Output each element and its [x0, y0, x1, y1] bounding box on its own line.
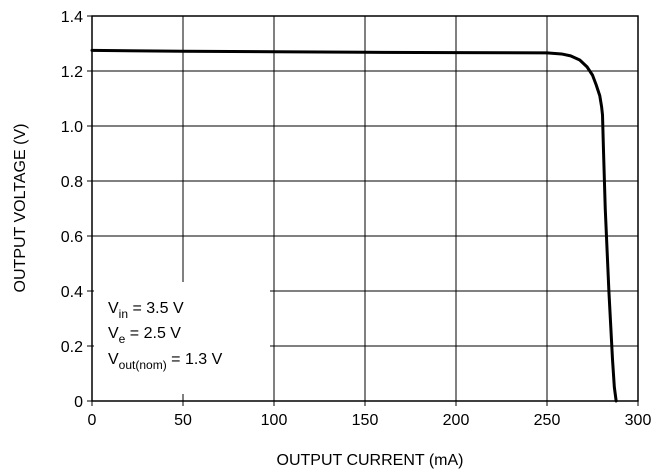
x-tick-labels: 0 50 100 150 200 250 300	[88, 401, 652, 429]
annotation-background	[94, 282, 270, 394]
annotation-line-vin: Vin = 3.5 V	[108, 300, 184, 321]
y-tick-label-5: 1.0	[61, 119, 83, 136]
y-axis-title: OUTPUT VOLTAGE (V)	[12, 124, 29, 293]
x-tick-label-4: 200	[443, 412, 470, 429]
y-tick-label-7: 1.4	[61, 9, 83, 26]
x-tick-label-5: 250	[534, 412, 561, 429]
x-tick-label-0: 0	[88, 412, 97, 429]
x-tick-label-2: 100	[261, 412, 288, 429]
series-layer	[90, 48, 618, 403]
series-line-0	[90, 48, 618, 403]
y-tick-label-2: 0.4	[61, 284, 83, 301]
y-tick-label-1: 0.2	[61, 339, 83, 356]
y-tick-labels: 0 0.2 0.4 0.6 0.8 1.0 1.2 1.4	[61, 9, 92, 411]
x-tick-label-6: 300	[625, 412, 652, 429]
condition-annotation: Vin = 3.5 V Ve = 2.5 V Vout(nom) = 1.3 V	[94, 282, 270, 394]
x-tick-label-1: 50	[174, 412, 192, 429]
x-axis-title: OUTPUT CURRENT (mA)	[277, 452, 464, 469]
y-tick-label-6: 1.2	[61, 64, 83, 81]
y-tick-label-3: 0.6	[61, 229, 83, 246]
y-tick-label-0: 0	[74, 394, 83, 411]
y-tick-label-4: 0.8	[61, 174, 83, 191]
x-tick-label-3: 150	[352, 412, 379, 429]
annotation-line-vout: Vout(nom) = 1.3 V	[108, 351, 223, 372]
annotation-line-ve: Ve = 2.5 V	[108, 325, 181, 346]
